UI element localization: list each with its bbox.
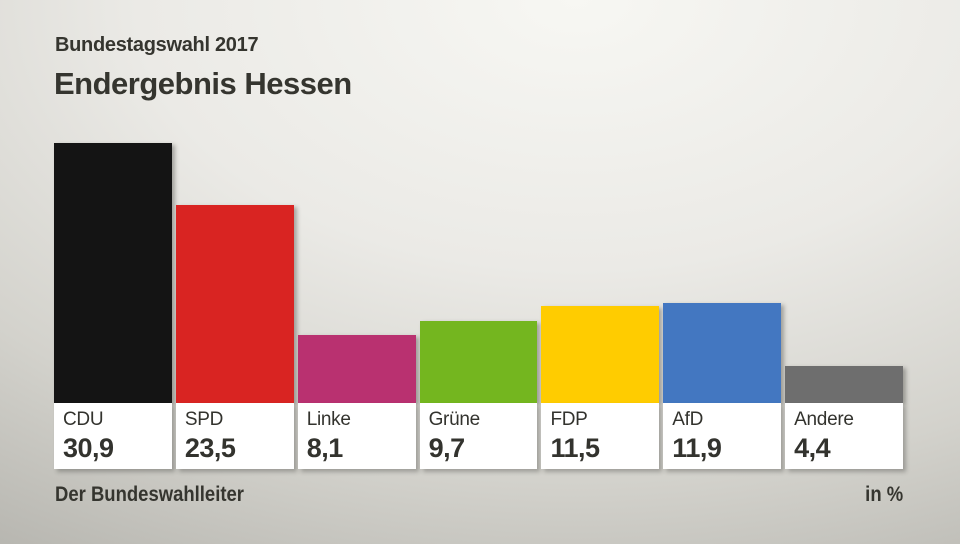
category-label: Andere <box>794 409 854 430</box>
value-label: 30,9 <box>63 433 114 463</box>
label-cell-gr-ne: Grüne 9,7 <box>419 403 538 469</box>
bar-afd <box>663 302 782 403</box>
value-label: 23,5 <box>184 433 236 463</box>
page-title: Endergebnis Hessen <box>54 66 352 101</box>
chart-column-fdp: FDP 11,5 <box>541 306 660 469</box>
label-cell-spd: SPD 23,5 <box>175 403 294 469</box>
label-cell-linke: Linke 8,1 <box>297 403 416 469</box>
unit-label: in % <box>865 483 903 506</box>
category-label: AfD <box>672 409 704 430</box>
value-label: 11,5 <box>550 433 600 463</box>
chart-column-gr-ne: Grüne 9,7 <box>419 321 538 469</box>
chart-column-spd: SPD 23,5 <box>175 205 294 469</box>
bar-gr-ne <box>419 321 538 403</box>
bar-linke <box>297 334 416 403</box>
label-cell-afd: AfD 11,9 <box>663 403 782 469</box>
value-label: 4,4 <box>794 433 831 463</box>
chart-subtitle: Bundestagswahl 2017 <box>55 34 259 56</box>
label-cell-andere: Andere 4,4 <box>785 403 904 469</box>
bar-chart: CDU 30,9 SPD 23,5 Linke 8,1 Grüne 9,7 FDP 11,5 AfD… <box>54 143 904 469</box>
category-label: FDP <box>550 409 588 430</box>
category-label: CDU <box>63 409 104 430</box>
bar-fdp <box>541 306 660 403</box>
category-label: SPD <box>184 409 224 430</box>
chart-column-afd: AfD 11,9 <box>663 302 782 469</box>
label-cell-cdu: CDU 30,9 <box>54 403 172 469</box>
value-label: 8,1 <box>306 433 344 463</box>
bar-cdu <box>54 143 172 403</box>
chart-column-cdu: CDU 30,9 <box>54 143 172 469</box>
category-label: Grüne <box>428 409 481 430</box>
category-label: Linke <box>306 409 351 430</box>
value-label: 9,7 <box>428 433 466 463</box>
chart-column-linke: Linke 8,1 <box>297 334 416 469</box>
value-label: 11,9 <box>672 433 722 463</box>
bar-spd <box>175 205 294 403</box>
source-label: Der Bundeswahlleiter <box>55 483 244 506</box>
chart-column-andere: Andere 4,4 <box>785 366 904 469</box>
bar-andere <box>785 366 904 403</box>
label-cell-fdp: FDP 11,5 <box>541 403 660 469</box>
